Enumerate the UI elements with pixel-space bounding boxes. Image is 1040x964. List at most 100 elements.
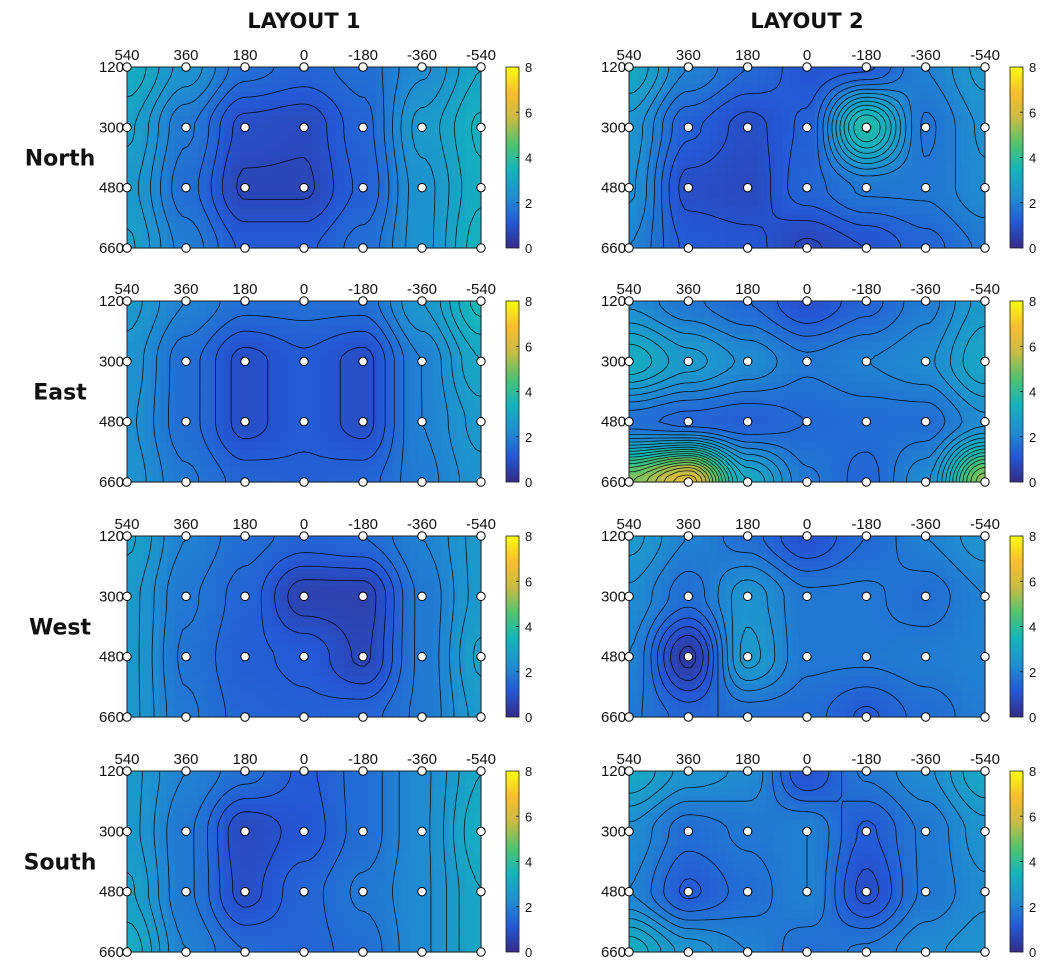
heatmap-cell (847, 157, 857, 167)
heatmap-cell (944, 457, 954, 467)
heatmap-cell (223, 157, 233, 167)
heatmap-cell (295, 465, 305, 475)
heatmap-cell (887, 67, 897, 76)
heatmap-cell (352, 132, 361, 142)
heatmap-cell (693, 190, 703, 200)
heatmap-cell (645, 124, 654, 134)
heatmap-cell (247, 333, 257, 343)
heatmap-cell (352, 457, 361, 467)
heatmap-cell (199, 536, 209, 545)
heatmap-cell (879, 91, 889, 101)
heatmap-cell (887, 375, 897, 384)
heatmap-cell (871, 215, 881, 224)
heatmap-cell (798, 75, 808, 85)
heatmap-cell (384, 642, 394, 652)
heatmap-cell (271, 667, 281, 677)
heatmap-cell (368, 473, 378, 483)
heatmap-cell (782, 124, 792, 134)
heatmap-cell (831, 75, 840, 85)
heatmap-cell (912, 83, 921, 93)
heatmap-cell (709, 432, 719, 442)
heatmap-cell (183, 692, 192, 702)
heatmap-cell (855, 173, 865, 183)
heatmap-cell (879, 165, 889, 175)
heatmap-cell (718, 75, 727, 85)
heatmap-cell (271, 198, 281, 208)
heatmap-cell (183, 440, 192, 450)
heatmap-cell (191, 342, 201, 351)
heatmap-cell (400, 83, 410, 93)
heatmap-cell (831, 215, 840, 224)
heatmap-cell (774, 325, 784, 335)
heatmap-cell (360, 215, 369, 224)
heatmap-cell (151, 116, 160, 126)
heatmap-cell (175, 536, 184, 545)
heatmap-cell (839, 231, 849, 241)
heatmap-cell (392, 684, 402, 693)
heatmap-cell (920, 198, 929, 208)
heatmap-cell (904, 108, 913, 117)
heatmap-cell (304, 132, 313, 142)
heatmap-cell (645, 75, 654, 85)
heatmap-cell (629, 317, 638, 327)
heatmap-cell (287, 239, 297, 249)
heatmap-cell (271, 544, 281, 554)
heatmap-cell (798, 91, 808, 101)
heatmap-cell (701, 83, 711, 93)
heatmap-cell (344, 173, 353, 183)
heatmap-cell (271, 149, 281, 159)
heatmap-cell (392, 223, 402, 233)
heatmap-cell (734, 342, 743, 351)
heatmap-cell (855, 399, 865, 409)
heatmap-cell (159, 568, 168, 578)
heatmap-cell (231, 465, 241, 475)
heatmap-cell (392, 465, 402, 475)
heatmap-cell (750, 67, 760, 76)
heatmap-cell (151, 618, 160, 628)
heatmap-cell (879, 198, 889, 208)
heatmap-cell (653, 165, 662, 175)
heatmap-cell (207, 309, 217, 319)
heatmap-cell (312, 375, 321, 384)
heatmap-cell (151, 67, 160, 76)
heatmap-cell (320, 424, 329, 434)
heatmap-cell (360, 350, 369, 360)
heatmap-cell (750, 358, 760, 368)
heatmap-cell (742, 407, 751, 417)
sensor-marker (980, 62, 990, 72)
heatmap-cell (807, 333, 816, 343)
heatmap-cell (183, 325, 192, 335)
heatmap-cell (831, 457, 840, 467)
heatmap-cell (464, 642, 474, 652)
heatmap-cell (701, 215, 711, 224)
heatmap-cell (360, 544, 369, 554)
heatmap-cell (384, 449, 394, 458)
heatmap-cell (368, 610, 378, 619)
heatmap-cell (215, 67, 225, 76)
heatmap-cell (143, 626, 152, 636)
heatmap-cell (758, 173, 768, 183)
heatmap-cell (368, 449, 378, 458)
heatmap-cell (774, 165, 784, 175)
heatmap-cell (645, 231, 654, 241)
heatmap-cell (815, 383, 824, 393)
heatmap-cell (207, 239, 217, 249)
heatmap-cell (247, 383, 257, 393)
heatmap-cell (464, 190, 474, 200)
heatmap-cell (287, 473, 297, 483)
heatmap-cell (936, 67, 946, 76)
heatmap-cell (360, 149, 369, 159)
heatmap-cell (693, 309, 703, 319)
heatmap-cell (677, 75, 687, 85)
heatmap-cell (223, 190, 233, 200)
heatmap-cell (223, 223, 233, 233)
heatmap-cell (175, 215, 184, 224)
heatmap-cell (976, 157, 986, 167)
heatmap-cell (247, 309, 257, 319)
heatmap-cell (815, 301, 824, 310)
heatmap-cell (928, 206, 938, 216)
heatmap-cell (912, 465, 921, 475)
heatmap-cell (448, 675, 458, 685)
heatmap-cell (920, 173, 929, 183)
heatmap-cell (392, 634, 402, 644)
